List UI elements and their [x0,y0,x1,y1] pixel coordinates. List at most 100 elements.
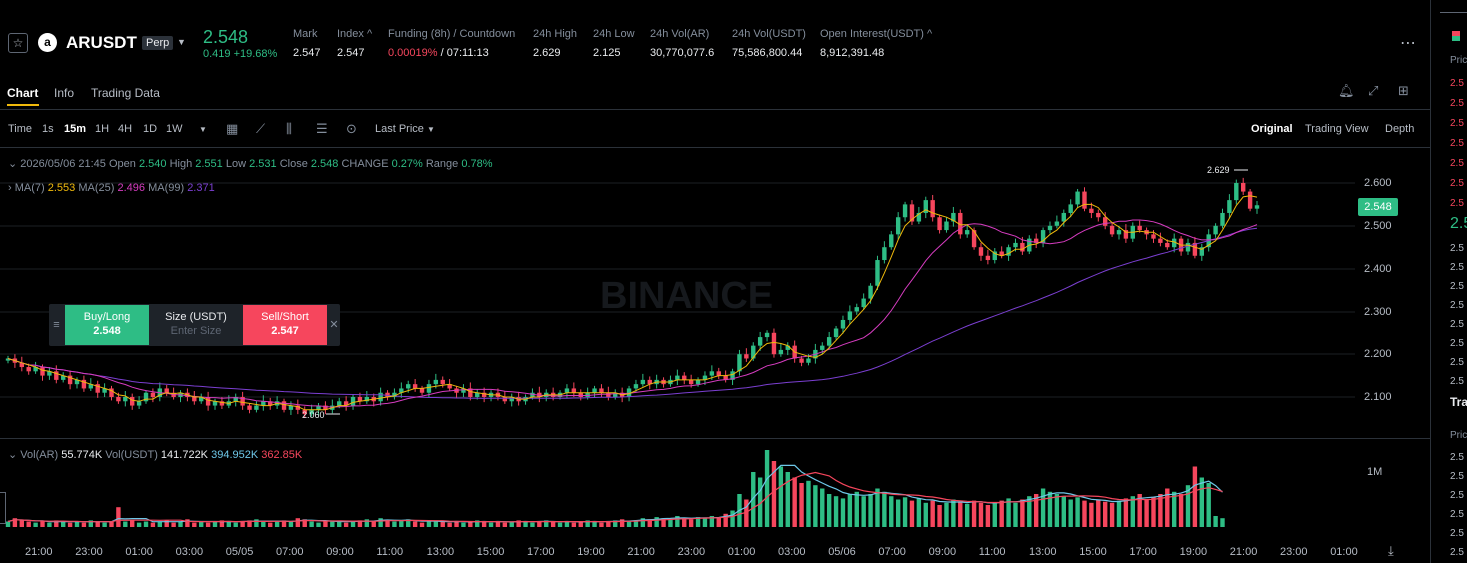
interval-1w[interactable]: 1W [166,123,183,135]
volume-bar [157,521,163,527]
vol-ma-b: 362.85K [261,449,303,461]
line-chart-icon[interactable]: ⟋ [256,121,266,136]
orderbook-layout-icon[interactable] [1452,31,1460,41]
vol-collapse-icon[interactable]: ⌄ [8,449,18,461]
candle [47,371,52,376]
stat-mark-value: 2.547 [293,47,321,59]
volume-bar [295,518,301,527]
interval-1d[interactable]: 1D [143,123,158,135]
price-type-dropdown-icon: ▼ [426,125,435,134]
candle [447,384,452,389]
vol-ar-value: 55.774K [61,449,103,461]
drag-handle-icon[interactable]: ≡ [53,319,60,331]
expand-icon[interactable]: ⤢ [1368,83,1379,98]
candle [882,247,887,261]
volume-bar [454,521,459,527]
interval-dropdown-icon[interactable]: ▼ [199,125,207,134]
candle [302,409,307,415]
x-tick: 05/05 [225,546,254,558]
tab-info[interactable]: Info [54,86,75,100]
candle [1109,225,1115,235]
more-options-icon[interactable]: ⋯ [1400,35,1416,52]
calendar-icon[interactable]: ▦ [226,121,239,136]
candle [502,397,508,402]
volume-bar [785,472,790,527]
x-tick: 11:00 [376,546,404,558]
tab-chart[interactable]: Chart [7,86,39,100]
candle [1033,238,1039,243]
volume-bar [1096,499,1101,527]
price-type-select[interactable]: Last Price ▼ [375,123,435,135]
ohlc-low-label: Low [225,158,247,170]
volume-bar [447,522,452,527]
x-tick: 07:00 [878,546,906,558]
volume-bar [74,521,80,527]
x-tick: 21:00 [25,546,53,558]
size-input[interactable]: Size (USDT) Enter Size [149,305,243,345]
volume-info: ⌄ Vol(AR) 55.774K Vol(USDT) 141.722K 394… [8,448,302,461]
sell-short-button[interactable]: Sell/Short 2.547 [243,305,327,345]
volume-bar [495,521,501,527]
view-depth[interactable]: Depth [1385,123,1415,135]
favorite-star-icon[interactable]: ☆ [8,33,28,53]
volume-bar [978,502,984,527]
y-tick: 2.400 [1364,263,1392,275]
volume-bars [5,450,1225,527]
buy-long-label: Buy/Long [83,311,131,323]
volume-bar [488,522,494,527]
view-trading-view[interactable]: Trading View [1305,123,1369,135]
symbol-dropdown-icon[interactable]: ▼ [177,37,186,47]
candle [826,337,832,346]
price-chart[interactable]: BINANCE 2.629 2.060 [0,148,1430,438]
interval-1s[interactable]: 1s [42,123,54,135]
interval-1h[interactable]: 1H [95,123,110,135]
volume-bar [281,520,287,527]
stat-funding-label: Funding (8h) / Countdown [388,28,516,40]
volume-bar [5,521,11,527]
volume-bar [895,499,901,527]
ohlc-collapse-icon[interactable]: ⌄ [8,158,18,170]
stat-oi-label[interactable]: Open Interest(USDT) ^ [820,28,933,40]
volume-bar [412,521,418,527]
volume-bar [1040,488,1046,527]
candle [1192,242,1198,256]
candle [1151,234,1156,239]
stat-index-label[interactable]: Index ^ [337,28,373,40]
settings-icon[interactable]: ⊙ [346,121,357,136]
symbol-name[interactable]: ARUSDT [66,33,137,52]
volume-bar [1199,477,1204,527]
side-price-value: 2.5 [1450,357,1464,368]
indicators-icon[interactable]: ☰ [316,121,328,136]
scroll-to-latest-icon[interactable]: ⤓ [1388,543,1394,558]
volume-bar [661,518,666,527]
interval-15m[interactable]: 15m [64,123,87,135]
ma-collapse-icon[interactable]: › [8,182,12,194]
volume-bar [792,477,797,527]
volume-bar [502,522,508,527]
volume-bar [95,521,100,527]
view-original[interactable]: Original [1251,123,1293,135]
volume-bar [944,502,949,527]
volume-chart[interactable] [0,440,1360,530]
vol-scroll-handle[interactable] [0,492,6,524]
volume-bar [626,521,632,527]
close-icon[interactable]: ✕ [329,319,339,331]
tab-trading-data[interactable]: Trading Data [91,86,160,100]
x-tick: 01:00 [727,546,756,558]
stat-vol-ar-label: 24h Vol(AR) [650,28,710,40]
volume-bar [909,500,915,527]
bell-icon[interactable]: 🔔︎ [1338,83,1355,98]
volume-bar [868,494,873,527]
volume-bar [61,521,66,527]
layout-grid-icon[interactable]: ⊞ [1398,83,1409,98]
x-tick: 01:00 [1330,546,1358,558]
interval-4h[interactable]: 4H [118,123,133,135]
candle [764,332,770,338]
buy-long-button[interactable]: Buy/Long 2.548 [65,305,149,345]
volume-bar [205,522,211,527]
candlestick-icon[interactable]: ⫼ [286,121,292,136]
stat-funding-value: 0.00019% / 07:11:13 [388,47,489,59]
volume-bar [757,477,763,527]
x-tick: 23:00 [75,546,103,558]
side-price-value: 2.5 [1450,243,1464,254]
